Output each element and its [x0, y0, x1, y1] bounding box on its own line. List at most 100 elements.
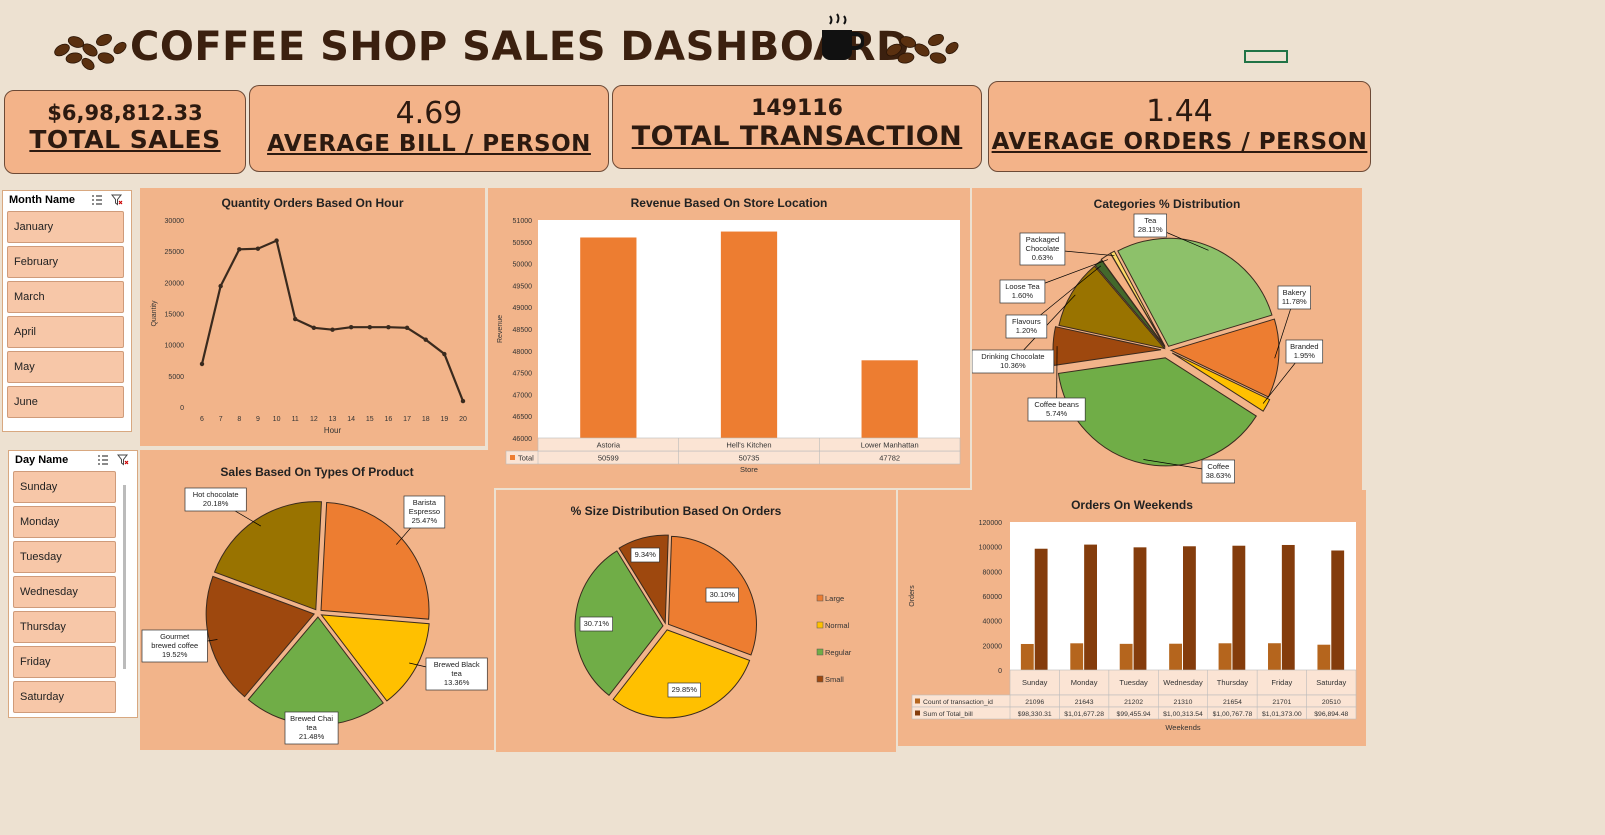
- product-callout-text: Gourmet: [160, 632, 190, 641]
- hourly-point: [404, 325, 410, 331]
- hourly-point: [367, 325, 372, 330]
- weekday-table-row: [911, 706, 1357, 720]
- kpi-total-transaction-label: TOTAL TRANSACTION: [631, 121, 963, 152]
- weekday-series-label: Sum of Total_bill: [923, 711, 973, 718]
- weekday-y-axis-label: Orders: [909, 585, 916, 607]
- size-callout-text: 29.85%: [672, 685, 698, 694]
- day-slicer-item-friday[interactable]: Friday: [13, 646, 116, 678]
- size-callout-box: [705, 587, 739, 603]
- store-y-tick: 50000: [513, 262, 533, 269]
- hourly-point: [460, 398, 466, 404]
- day-slicer-header: Day Name: [9, 451, 137, 472]
- month-slicer-header: Month Name: [3, 191, 131, 212]
- weekday-y-tick: 120000: [979, 520, 1002, 527]
- product-callout-text: 19.52%: [162, 650, 188, 659]
- hourly-x-tick: 16: [385, 416, 393, 423]
- hourly-point: [237, 247, 242, 252]
- weekday-value-label: $98,330.31: [1018, 711, 1052, 718]
- product-callout-box: [184, 487, 247, 512]
- size-callout-box: [630, 547, 660, 563]
- hourly-y-tick: 15000: [165, 312, 185, 319]
- month-slicer-item-january[interactable]: January: [7, 211, 124, 243]
- hourly-y-tick: 30000: [165, 218, 185, 225]
- day-slicer-scrollbar[interactable]: [123, 485, 126, 669]
- categories-callout-text: 1.20%: [1016, 326, 1038, 335]
- day-slicer-item-tuesday[interactable]: Tuesday: [13, 541, 116, 573]
- hourly-x-tick: 6: [200, 416, 204, 423]
- store-y-tick: 51000: [513, 218, 533, 225]
- store-chart-title: Revenue Based On Store Location: [630, 196, 828, 210]
- store-value-label: 47782: [879, 454, 900, 463]
- clear-filter-icon[interactable]: [117, 454, 129, 466]
- cell-selection-marker: [1244, 50, 1288, 63]
- categories-callout-text: Flavours: [1012, 317, 1041, 326]
- hourly-y-tick: 5000: [168, 374, 184, 381]
- store-bar: [580, 237, 637, 438]
- weekday-bar: [1218, 643, 1232, 670]
- month-slicer-title: Month Name: [9, 194, 75, 206]
- hourly-y-tick: 0: [180, 405, 184, 412]
- month-slicer-item-june[interactable]: June: [7, 386, 124, 418]
- weekday-value-label: 21310: [1174, 699, 1193, 706]
- weekday-value-label: $1,00,767.78: [1213, 711, 1253, 718]
- weekday-value-label: 21202: [1124, 699, 1143, 706]
- multi-select-icon[interactable]: [91, 194, 103, 206]
- weekday-category-label: Tuesday: [1119, 678, 1148, 687]
- store-value-label: 50599: [598, 454, 619, 463]
- size-callout-text: 30.10%: [710, 590, 736, 599]
- weekday-table-header: [1009, 669, 1357, 696]
- weekday-value-label: $96,894.48: [1314, 711, 1348, 718]
- hourly-point: [274, 238, 279, 243]
- month-slicer-item-march[interactable]: March: [7, 281, 124, 313]
- store-y-axis-label: Revenue: [497, 315, 504, 343]
- store-y-tick: 47000: [513, 392, 533, 399]
- hourly-x-tick: 11: [292, 416, 299, 423]
- weekday-y-tick: 40000: [983, 619, 1003, 626]
- weekday-bar: [1133, 547, 1147, 670]
- weekday-bar: [1070, 643, 1084, 670]
- store-y-tick: 46500: [513, 414, 533, 421]
- weekday-chart-title: Orders On Weekends: [1071, 498, 1193, 512]
- product-callout-text: 20.18%: [203, 499, 229, 508]
- categories-callout-text: Branded: [1290, 342, 1318, 351]
- weekday-category-label: Friday: [1271, 678, 1292, 687]
- hourly-y-tick: 10000: [165, 343, 185, 350]
- size-legend-label: Large: [825, 594, 844, 603]
- categories-callout-text: Chocolate: [1026, 244, 1060, 253]
- month-slicer-item-april[interactable]: April: [7, 316, 124, 348]
- categories-callout-box: [1027, 397, 1086, 422]
- categories-callout-text: 5.74%: [1046, 409, 1068, 418]
- product-callout-box: [425, 657, 488, 691]
- product-chart-panel: Sales Based On Types Of Product Barista E…: [140, 450, 494, 750]
- day-slicer-item-saturday[interactable]: Saturday: [13, 681, 116, 713]
- day-slicer-item-sunday[interactable]: Sunday: [13, 471, 116, 503]
- store-y-tick: 50500: [513, 240, 533, 247]
- month-slicer-item-may[interactable]: May: [7, 351, 124, 383]
- product-slice: [213, 501, 322, 611]
- hourly-x-tick: 13: [329, 416, 337, 423]
- day-slicer-item-thursday[interactable]: Thursday: [13, 611, 116, 643]
- hourly-x-tick: 9: [256, 416, 260, 423]
- day-slicer-item-wednesday[interactable]: Wednesday: [13, 576, 116, 608]
- product-slice: [205, 575, 315, 698]
- clear-filter-icon[interactable]: [111, 194, 123, 206]
- day-slicer-item-monday[interactable]: Monday: [13, 506, 116, 538]
- hourly-x-tick: 12: [310, 416, 318, 423]
- product-callout-text: tea: [306, 723, 317, 732]
- coffee-beans-icon: [54, 33, 127, 71]
- categories-callout-box: [999, 279, 1046, 304]
- multi-select-icon[interactable]: [97, 454, 109, 466]
- size-slice: [612, 629, 751, 719]
- store-chart-panel: Revenue Based On Store Location 46000 465…: [488, 188, 970, 488]
- categories-slice: [1117, 237, 1273, 347]
- hourly-line: [200, 239, 465, 402]
- kpi-total-sales-value: $6,98,812.33: [47, 101, 203, 125]
- kpi-total-transaction-value: 149116: [751, 96, 843, 121]
- weekday-category-label: Wednesday: [1163, 678, 1203, 687]
- month-slicer-item-february[interactable]: February: [7, 246, 124, 278]
- kpi-average-bill: 4.69 AVERAGE BILL / PERSON: [249, 85, 609, 172]
- weekday-y-tick: 100000: [979, 545, 1002, 552]
- dashboard-title: COFFEE SHOP SALES DASHBOARD: [130, 24, 910, 70]
- store-category-label: Astoria: [597, 441, 621, 450]
